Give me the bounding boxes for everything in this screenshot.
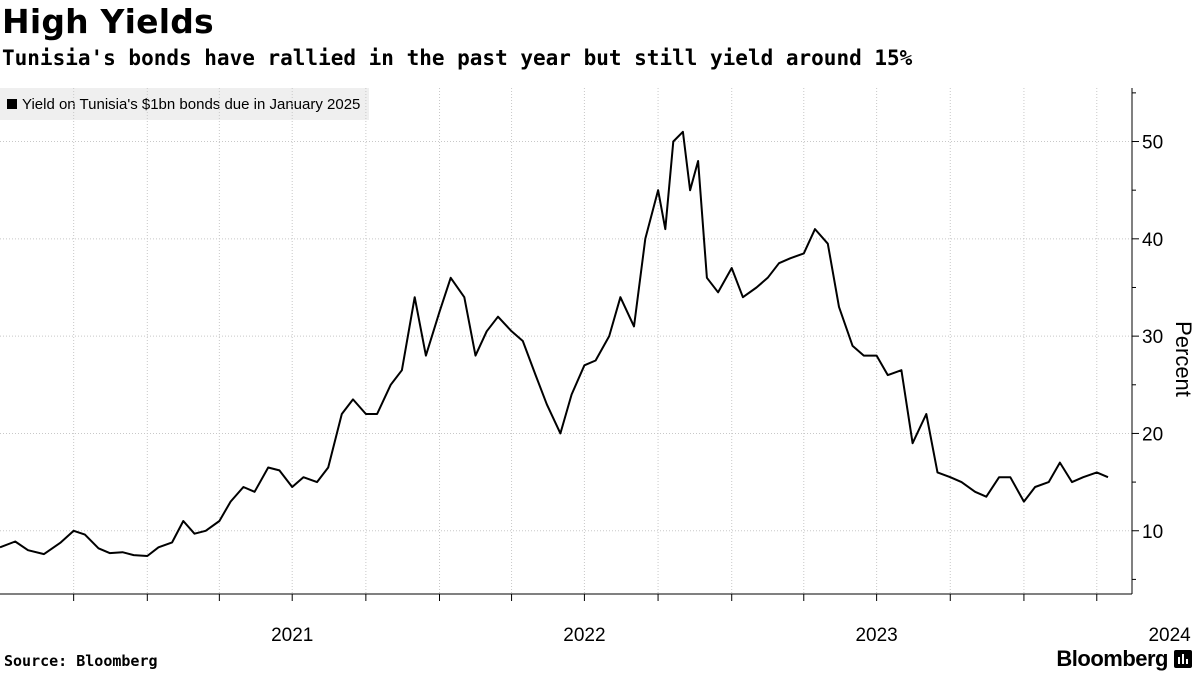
series xyxy=(0,130,1109,557)
brand-logo: Bloomberg xyxy=(1056,646,1168,671)
x-axis: 2021 2022 2023 2024 xyxy=(0,593,1191,646)
chart-title: High Yields xyxy=(2,2,214,41)
y-tick-label: 10 xyxy=(1142,522,1163,543)
brand-icon xyxy=(1174,650,1192,668)
x-tick-label: 2024 xyxy=(1148,625,1191,646)
y-tick-label: 40 xyxy=(1142,230,1163,251)
x-tick-label: 2022 xyxy=(563,625,605,646)
y-tick-label: 50 xyxy=(1142,133,1163,154)
y-axis: 10 20 30 40 50 Percent xyxy=(1131,88,1196,594)
grid xyxy=(0,88,1132,594)
x-tick-label: 2023 xyxy=(855,625,897,646)
series-line xyxy=(0,130,1109,557)
source-note: Source: Bloomberg xyxy=(4,652,158,670)
legend-label: Yield on Tunisia's $1bn bonds due in Jan… xyxy=(22,95,361,113)
y-tick-label: 30 xyxy=(1142,327,1163,348)
y-axis-title: Percent xyxy=(1171,321,1196,397)
legend: Yield on Tunisia's $1bn bonds due in Jan… xyxy=(0,88,370,120)
x-tick-label: 2021 xyxy=(271,625,313,646)
legend-swatch xyxy=(7,99,17,109)
chart-subtitle: Tunisia's bonds have rallied in the past… xyxy=(2,46,913,70)
y-tick-label: 20 xyxy=(1142,424,1163,445)
